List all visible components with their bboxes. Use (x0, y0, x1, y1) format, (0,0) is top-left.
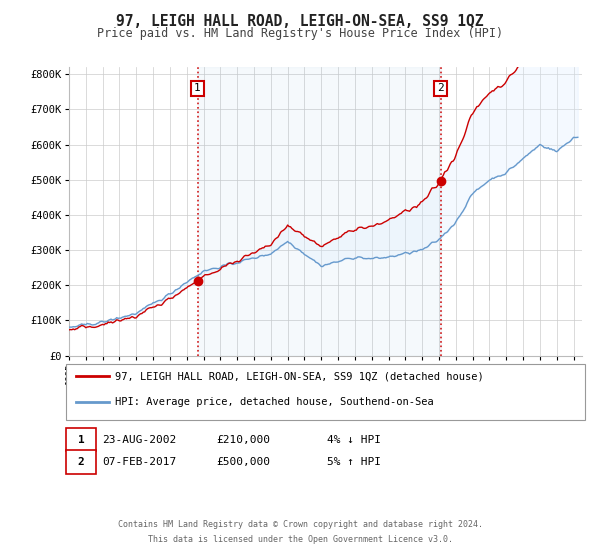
Bar (197, 67, 440, 356)
Text: 23-AUG-2002: 23-AUG-2002 (102, 435, 176, 445)
Text: Price paid vs. HM Land Registry's House Price Index (HPI): Price paid vs. HM Land Registry's House … (97, 27, 503, 40)
Text: 1: 1 (194, 83, 201, 94)
Text: 07-FEB-2017: 07-FEB-2017 (102, 457, 176, 467)
Text: 2: 2 (77, 457, 85, 467)
Text: 97, LEIGH HALL ROAD, LEIGH-ON-SEA, SS9 1QZ (detached house): 97, LEIGH HALL ROAD, LEIGH-ON-SEA, SS9 1… (115, 371, 484, 381)
Text: 5% ↑ HPI: 5% ↑ HPI (327, 457, 381, 467)
Text: 97, LEIGH HALL ROAD, LEIGH-ON-SEA, SS9 1QZ: 97, LEIGH HALL ROAD, LEIGH-ON-SEA, SS9 1… (116, 14, 484, 29)
Text: Contains HM Land Registry data © Crown copyright and database right 2024.: Contains HM Land Registry data © Crown c… (118, 520, 482, 529)
Text: 2: 2 (437, 83, 444, 94)
Text: HPI: Average price, detached house, Southend-on-Sea: HPI: Average price, detached house, Sout… (115, 397, 434, 407)
Text: £210,000: £210,000 (216, 435, 270, 445)
Text: This data is licensed under the Open Government Licence v3.0.: This data is licensed under the Open Gov… (148, 535, 452, 544)
Text: 1: 1 (77, 435, 85, 445)
Text: 4% ↓ HPI: 4% ↓ HPI (327, 435, 381, 445)
Text: £500,000: £500,000 (216, 457, 270, 467)
